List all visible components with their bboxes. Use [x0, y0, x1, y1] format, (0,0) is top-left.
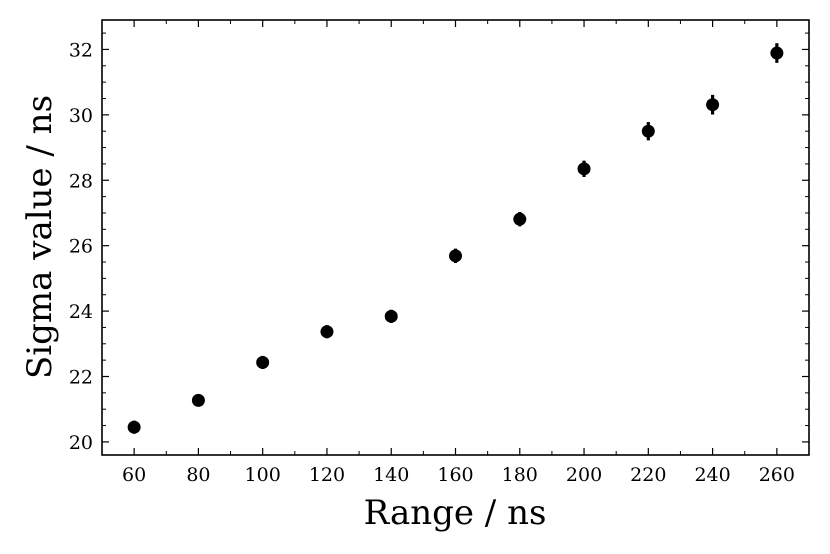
axis-ticks	[102, 20, 809, 455]
data-point	[641, 124, 655, 138]
data-point	[191, 393, 205, 407]
data-point	[384, 309, 398, 323]
y-tick-label: 26	[69, 236, 93, 258]
x-tick-label: 240	[694, 464, 730, 486]
y-tick-label: 24	[69, 301, 93, 323]
data-point	[770, 46, 784, 60]
data-point	[256, 355, 270, 369]
plot-frame	[101, 19, 810, 456]
x-tick-label: 220	[630, 464, 666, 486]
x-tick-label: 180	[502, 464, 538, 486]
y-axis-title: Sigma value / ns	[20, 95, 60, 379]
data-point	[706, 98, 720, 112]
data-point	[577, 162, 591, 176]
x-tick-labels: 60 80 100 120 140 160 180 200 220 240 260	[122, 464, 795, 486]
y-tick-label: 22	[69, 367, 93, 389]
data-point	[513, 212, 527, 226]
y-tick-label: 30	[69, 105, 93, 127]
x-tick-label: 100	[245, 464, 281, 486]
x-tick-label: 120	[309, 464, 345, 486]
x-axis-title: Range / ns	[364, 493, 547, 533]
y-tick-labels: 20 22 24 26 28 30 32	[69, 39, 93, 453]
x-tick-label: 60	[122, 464, 146, 486]
y-tick-label: 32	[69, 39, 93, 61]
x-tick-label: 80	[186, 464, 210, 486]
y-tick-label: 20	[69, 432, 93, 454]
y-tick-label: 28	[69, 170, 93, 192]
data-point	[320, 325, 334, 339]
data-point	[449, 249, 462, 263]
x-tick-label: 200	[566, 464, 602, 486]
data-point	[127, 420, 141, 434]
data-points	[127, 43, 784, 434]
x-tick-label: 260	[759, 464, 795, 486]
x-tick-label: 140	[373, 464, 409, 486]
x-tick-label: 160	[437, 464, 473, 486]
